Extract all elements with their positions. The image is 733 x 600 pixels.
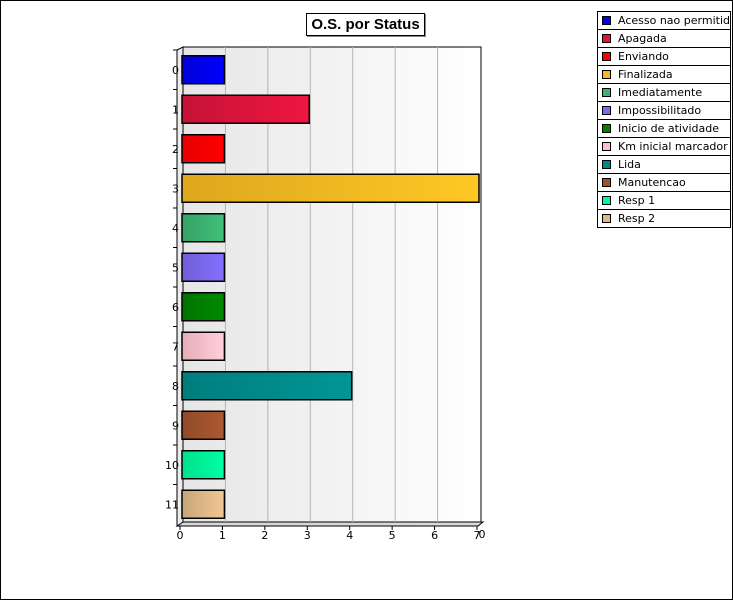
bar-6 [181,292,226,322]
y-tick-label: 0 [172,64,179,77]
legend-item: Manutencao [598,174,730,192]
y-tick-label: 9 [172,419,179,432]
y-tick-label: 11 [165,498,179,511]
legend-item: Inicio de atividade [598,120,730,138]
legend-item: Enviando [598,48,730,66]
y-tick-label: 3 [172,182,179,195]
bar-3 [181,173,480,203]
legend-label: Resp 1 [618,194,656,207]
y-tick-label: 7 [172,340,179,353]
bar-2 [181,134,226,164]
chart-title: O.S. por Status [311,16,420,33]
plot-area [182,46,482,523]
chart-title-box: O.S. por Status [306,13,425,36]
legend-swatch [602,52,611,61]
bar-9 [181,410,226,440]
grid-lines [224,47,439,522]
x-tick-label: 1 [219,529,226,542]
x-tick-label: 4 [346,529,353,542]
legend-item: Apagada [598,30,730,48]
legend-swatch [602,88,611,97]
legend-item: Km inicial marcador [598,138,730,156]
y-tick-label: 4 [172,222,179,235]
bar-10 [181,450,226,480]
legend-swatch [602,106,611,115]
y-tick-label: 6 [172,301,179,314]
legend-swatch [602,160,611,169]
plot-floor [175,521,485,527]
x-tick-label: 0 [177,529,184,542]
legend-swatch [602,34,611,43]
legend-label: Manutencao [618,176,686,189]
legend-item: Acesso nao permitido [598,12,730,30]
axis-corner-label: 0 [479,528,486,541]
legend-label: Inicio de atividade [618,122,719,135]
legend-item: Impossibilitado [598,102,730,120]
legend-swatch [602,214,611,223]
bar-8 [181,371,353,401]
bar-7 [181,331,226,361]
legend-swatch [602,196,611,205]
y-tick-label: 8 [172,380,179,393]
x-tick-label: 2 [261,529,268,542]
legend-label: Impossibilitado [618,104,702,117]
y-tick-label: 2 [172,143,179,156]
y-tick-label: 1 [172,103,179,116]
x-tick-label: 5 [389,529,396,542]
bar-5 [181,252,226,282]
legend-item: Imediatamente [598,84,730,102]
legend: Acesso nao permitido Apagada Enviando Final… [597,11,731,228]
x-tick-label: 3 [304,529,311,542]
bars [181,55,480,519]
bar-1 [181,94,311,124]
y-tick-labels: 0 1 2 3 4 5 6 7 8 9 10 11 [165,49,179,511]
legend-label: Apagada [618,32,667,45]
legend-label: Imediatamente [618,86,703,99]
legend-label: Acesso nao permitido [618,14,730,27]
legend-swatch [602,16,611,25]
legend-item: Finalizada [598,66,730,84]
y-tick-label: 5 [172,261,179,274]
legend-label: Km inicial marcador [618,140,728,153]
bar-4 [181,213,226,243]
bar-0 [181,55,226,85]
legend-swatch [602,142,611,151]
legend-label: Finalizada [618,68,673,81]
legend-item: Lida [598,156,730,174]
x-tick-labels: 0 1 2 3 4 5 6 7 [177,526,481,542]
bar-11 [181,489,226,519]
legend-item: Resp 1 [598,192,730,210]
legend-label: Resp 2 [618,212,656,225]
legend-swatch [602,70,611,79]
x-tick-label: 6 [431,529,438,542]
legend-item: Resp 2 [598,210,730,228]
legend-label: Lida [618,158,641,171]
x-tick-label: 7 [474,529,481,542]
legend-label: Enviando [618,50,669,63]
legend-swatch [602,178,611,187]
legend-swatch [602,124,611,133]
y-tick-label: 10 [165,459,179,472]
